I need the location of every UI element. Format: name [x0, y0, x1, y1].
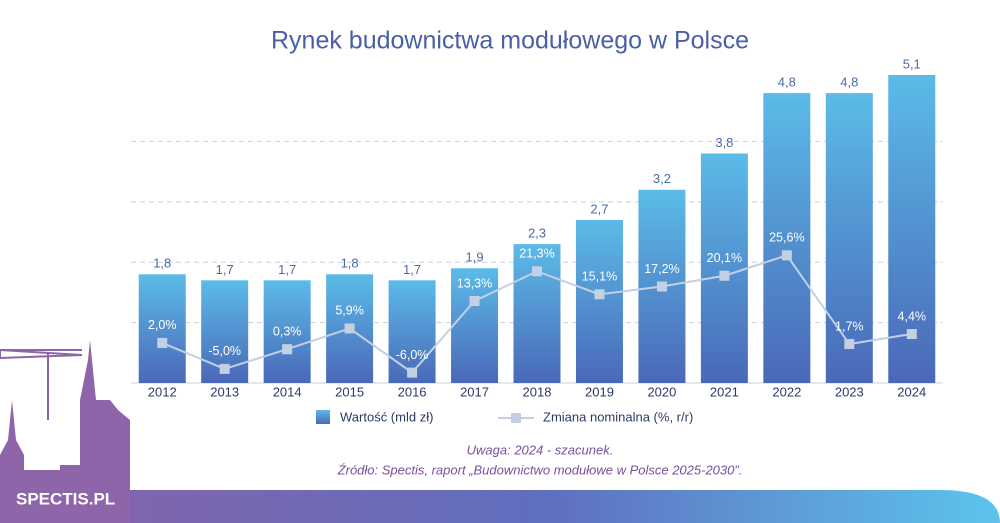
bar [513, 244, 561, 383]
line-marker [906, 329, 917, 340]
line-value-label: 2,0% [148, 318, 177, 332]
logo: SPECTIS.PL [16, 489, 115, 508]
bar [825, 93, 873, 383]
line-value-label: -6,0% [396, 348, 429, 362]
legend-marker [511, 413, 521, 423]
line-marker [282, 344, 293, 355]
line-marker [594, 289, 605, 300]
line-value-label: 1,7% [835, 319, 864, 333]
bar [388, 280, 436, 383]
x-tick-label: 2021 [710, 384, 739, 399]
line-value-label: 4,4% [898, 309, 927, 323]
legend-swatch [316, 410, 330, 424]
line-value-label: 25,6% [769, 231, 804, 245]
bar-value-label: 1,7 [278, 262, 296, 277]
note: Uwaga: 2024 - szacunek. [467, 442, 614, 457]
x-tick-label: 2019 [585, 384, 614, 399]
bar-value-label: 3,2 [653, 171, 671, 186]
bar [763, 93, 811, 383]
x-tick-label: 2022 [772, 384, 801, 399]
bar [263, 280, 311, 383]
bar-value-label: 2,7 [590, 201, 608, 216]
x-tick-label: 2017 [460, 384, 489, 399]
bar-value-label: 3,8 [715, 135, 733, 150]
line-value-label: 0,3% [273, 325, 302, 339]
line-value-label: 13,3% [457, 276, 492, 290]
note: Źródło: Spectis, raport „Budownictwo mod… [337, 462, 743, 477]
line-marker [719, 270, 730, 281]
bar-value-label: 4,8 [778, 75, 796, 90]
line-value-label: 17,2% [644, 262, 679, 276]
line-marker [656, 281, 667, 292]
line-marker [844, 339, 855, 350]
line-marker [344, 323, 355, 334]
bar [575, 219, 623, 383]
x-tick-label: 2024 [897, 384, 926, 399]
x-tick-label: 2020 [647, 384, 676, 399]
bar [138, 274, 186, 383]
x-tick-label: 2012 [148, 384, 177, 399]
line-marker [219, 363, 230, 374]
legend-label: Zmiana nominalna (%, r/r) [543, 409, 693, 424]
line-marker [532, 266, 542, 277]
bar-value-label: 1,8 [341, 256, 359, 271]
x-tick-label: 2015 [335, 384, 364, 399]
line-marker [157, 337, 168, 348]
line-value-label: 5,9% [335, 304, 364, 318]
line-value-label: 20,1% [707, 251, 742, 265]
bar [451, 268, 499, 383]
bar-value-label: 5,1 [903, 56, 921, 71]
bar-value-label: 1,7 [403, 262, 421, 277]
chart-title: Rynek budownictwa modułowego w Polsce [271, 27, 749, 55]
x-tick-label: 2013 [210, 384, 239, 399]
bar-value-label: 1,7 [216, 262, 234, 277]
bar-value-label: 1,8 [153, 256, 171, 271]
x-tick-label: 2014 [273, 384, 302, 399]
line-value-label: 15,1% [582, 270, 617, 284]
x-tick-label: 2018 [523, 384, 552, 399]
line-marker [407, 367, 418, 378]
legend-label: Wartość (mld zł) [340, 409, 433, 424]
line-marker [469, 295, 480, 306]
line-value-label: -5,0% [208, 344, 241, 358]
bar-value-label: 4,8 [840, 75, 858, 90]
x-tick-label: 2023 [835, 384, 864, 399]
line-value-label: 21,3% [519, 247, 554, 261]
decoration [0, 340, 1000, 523]
line-marker [781, 250, 792, 261]
bar-value-label: 1,9 [465, 250, 483, 265]
bar [700, 153, 748, 383]
bar-value-label: 2,3 [528, 226, 546, 241]
x-tick-label: 2016 [398, 384, 427, 399]
